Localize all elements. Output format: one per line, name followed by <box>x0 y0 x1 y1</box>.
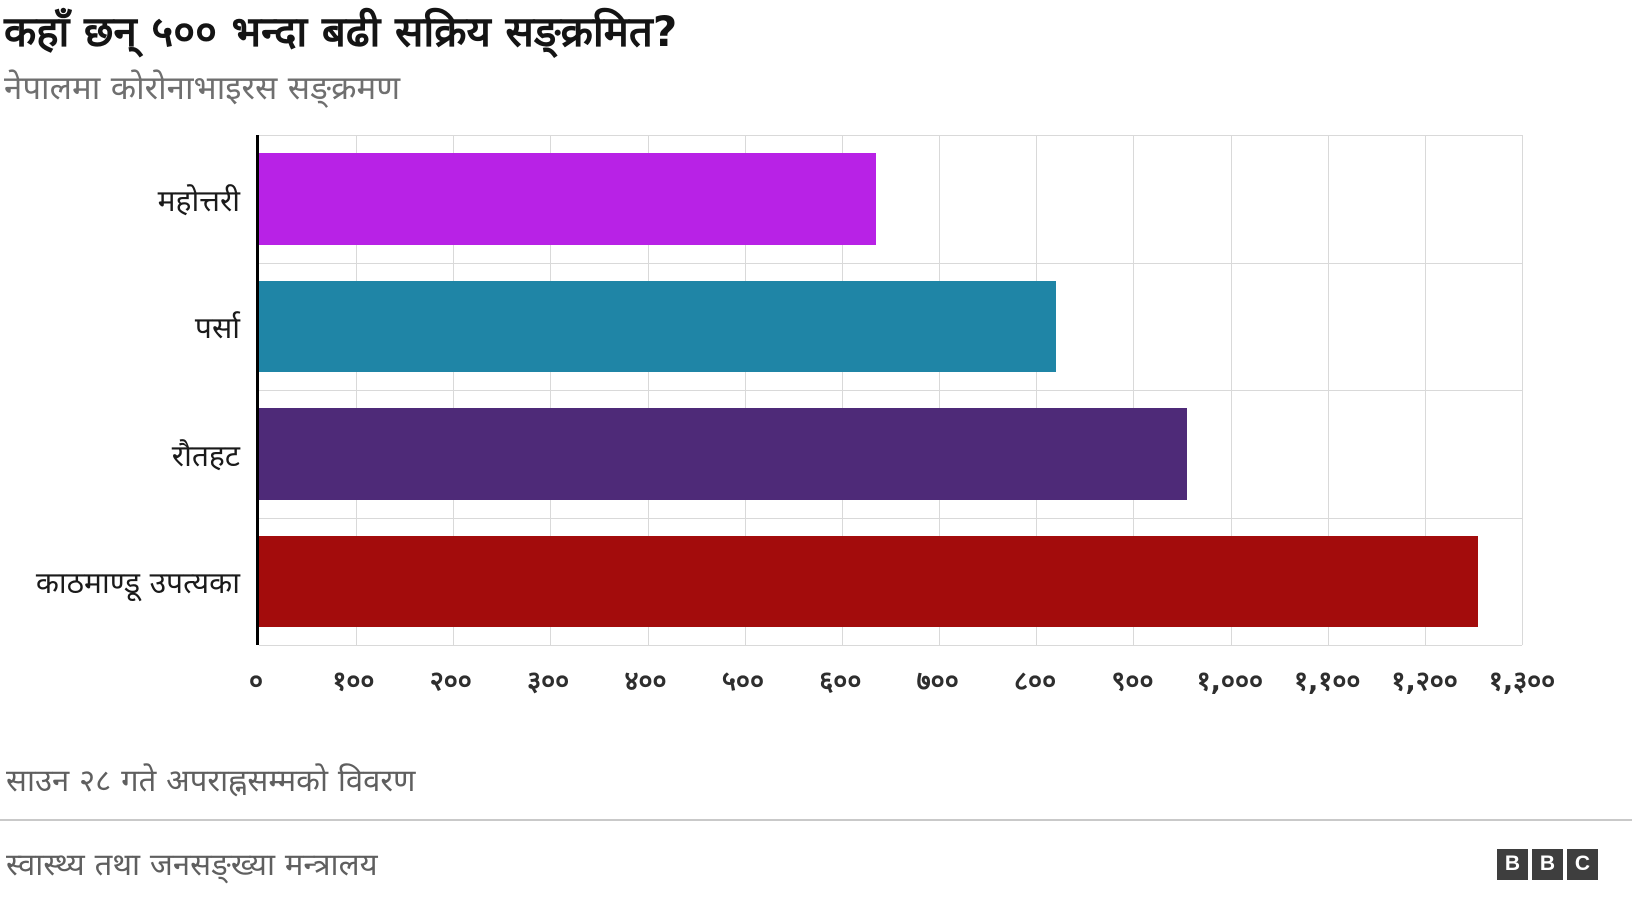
bar-row <box>259 390 1522 518</box>
v-gridline <box>647 135 649 646</box>
bbc-logo-block: B <box>1532 848 1563 880</box>
divider <box>0 819 1632 822</box>
category-label: महोत्तरी <box>157 183 240 219</box>
bars-container <box>259 135 1522 645</box>
chart-subtitle: नेपालमा कोरोनाभाइरस सङ्क्रमण <box>4 68 401 108</box>
v-gridline <box>550 135 552 646</box>
bar-chart: महोत्तरी पर्सा रौतहट काठमाण्डू उपत्यका <box>4 135 1632 647</box>
x-tick-label: ४०० <box>624 666 667 698</box>
h-gridline <box>259 517 1522 519</box>
bbc-logo: B B C <box>1497 848 1598 880</box>
v-gridline <box>1424 135 1426 646</box>
v-gridline <box>841 135 843 646</box>
plot-area <box>256 135 1523 647</box>
x-tick-label: ० <box>248 666 264 698</box>
source-row: स्वास्थ्य तथा जनसङ्ख्या मन्त्रालय B B C <box>4 843 1632 885</box>
bbc-logo-block: B <box>1497 848 1528 880</box>
bar-1 <box>259 280 1056 373</box>
h-gridline <box>259 390 1522 392</box>
bar-row <box>259 518 1522 646</box>
category-label: रौतहट <box>171 438 240 474</box>
bar-row <box>259 135 1522 263</box>
x-tick-label: ५०० <box>721 666 764 698</box>
v-gridline <box>1036 135 1038 646</box>
chart-title: कहाँ छन् ५०० भन्दा बढी सक्रिय सङ्क्रमित? <box>4 7 678 56</box>
x-tick-label: ९०० <box>1111 666 1154 698</box>
axis-spacer <box>4 661 256 703</box>
source-label: स्वास्थ्य तथा जनसङ्ख्या मन्त्रालय <box>6 847 378 884</box>
x-tick-labels: ० १०० २०० ३०० ४०० ५०० ६०० ७०० ८०० ९०० १,००० १,१०० १,… <box>249 661 1555 703</box>
category-label: पर्सा <box>194 311 240 347</box>
x-tick-label: ७०० <box>916 666 959 698</box>
v-gridline <box>744 135 746 646</box>
x-tick-label: १,१०० <box>1294 666 1361 698</box>
v-gridline <box>939 135 941 646</box>
bar-3 <box>259 535 1479 628</box>
bar-0 <box>259 153 876 245</box>
h-gridline <box>259 645 1522 647</box>
v-gridline <box>1230 135 1232 646</box>
x-tick-label: २०० <box>429 666 472 698</box>
h-gridline <box>259 135 1522 137</box>
v-gridline <box>453 135 455 646</box>
x-tick-label: ६०० <box>819 666 862 698</box>
v-gridline <box>1327 135 1329 646</box>
bar-row <box>259 263 1522 391</box>
x-axis: ० १०० २०० ३०० ४०० ५०० ६०० ७०० ८०० ९०० १,००० १,१०० १,… <box>4 661 1632 703</box>
category-label: काठमाण्डू उपत्यका <box>35 566 240 602</box>
footnote: साउन २८ गते अपराह्नसम्मको विवरण <box>6 763 416 800</box>
x-tick-label: १,३०० <box>1488 666 1556 698</box>
gridlines <box>259 135 1523 647</box>
x-tick-label: १०० <box>332 666 375 698</box>
x-tick-label: ३०० <box>527 666 570 698</box>
category-axis: महोत्तरी पर्सा रौतहट काठमाण्डू उपत्यका <box>4 135 256 645</box>
x-tick-label: १,००० <box>1196 666 1264 698</box>
h-gridline <box>259 262 1522 264</box>
x-tick-label: ८०० <box>1014 666 1057 698</box>
v-gridline <box>356 135 358 646</box>
bar-2 <box>259 408 1187 500</box>
x-tick-label: १,२०० <box>1391 666 1458 698</box>
bbc-logo-block: C <box>1567 848 1598 880</box>
v-gridline <box>1522 135 1523 646</box>
v-gridline <box>1133 135 1135 646</box>
